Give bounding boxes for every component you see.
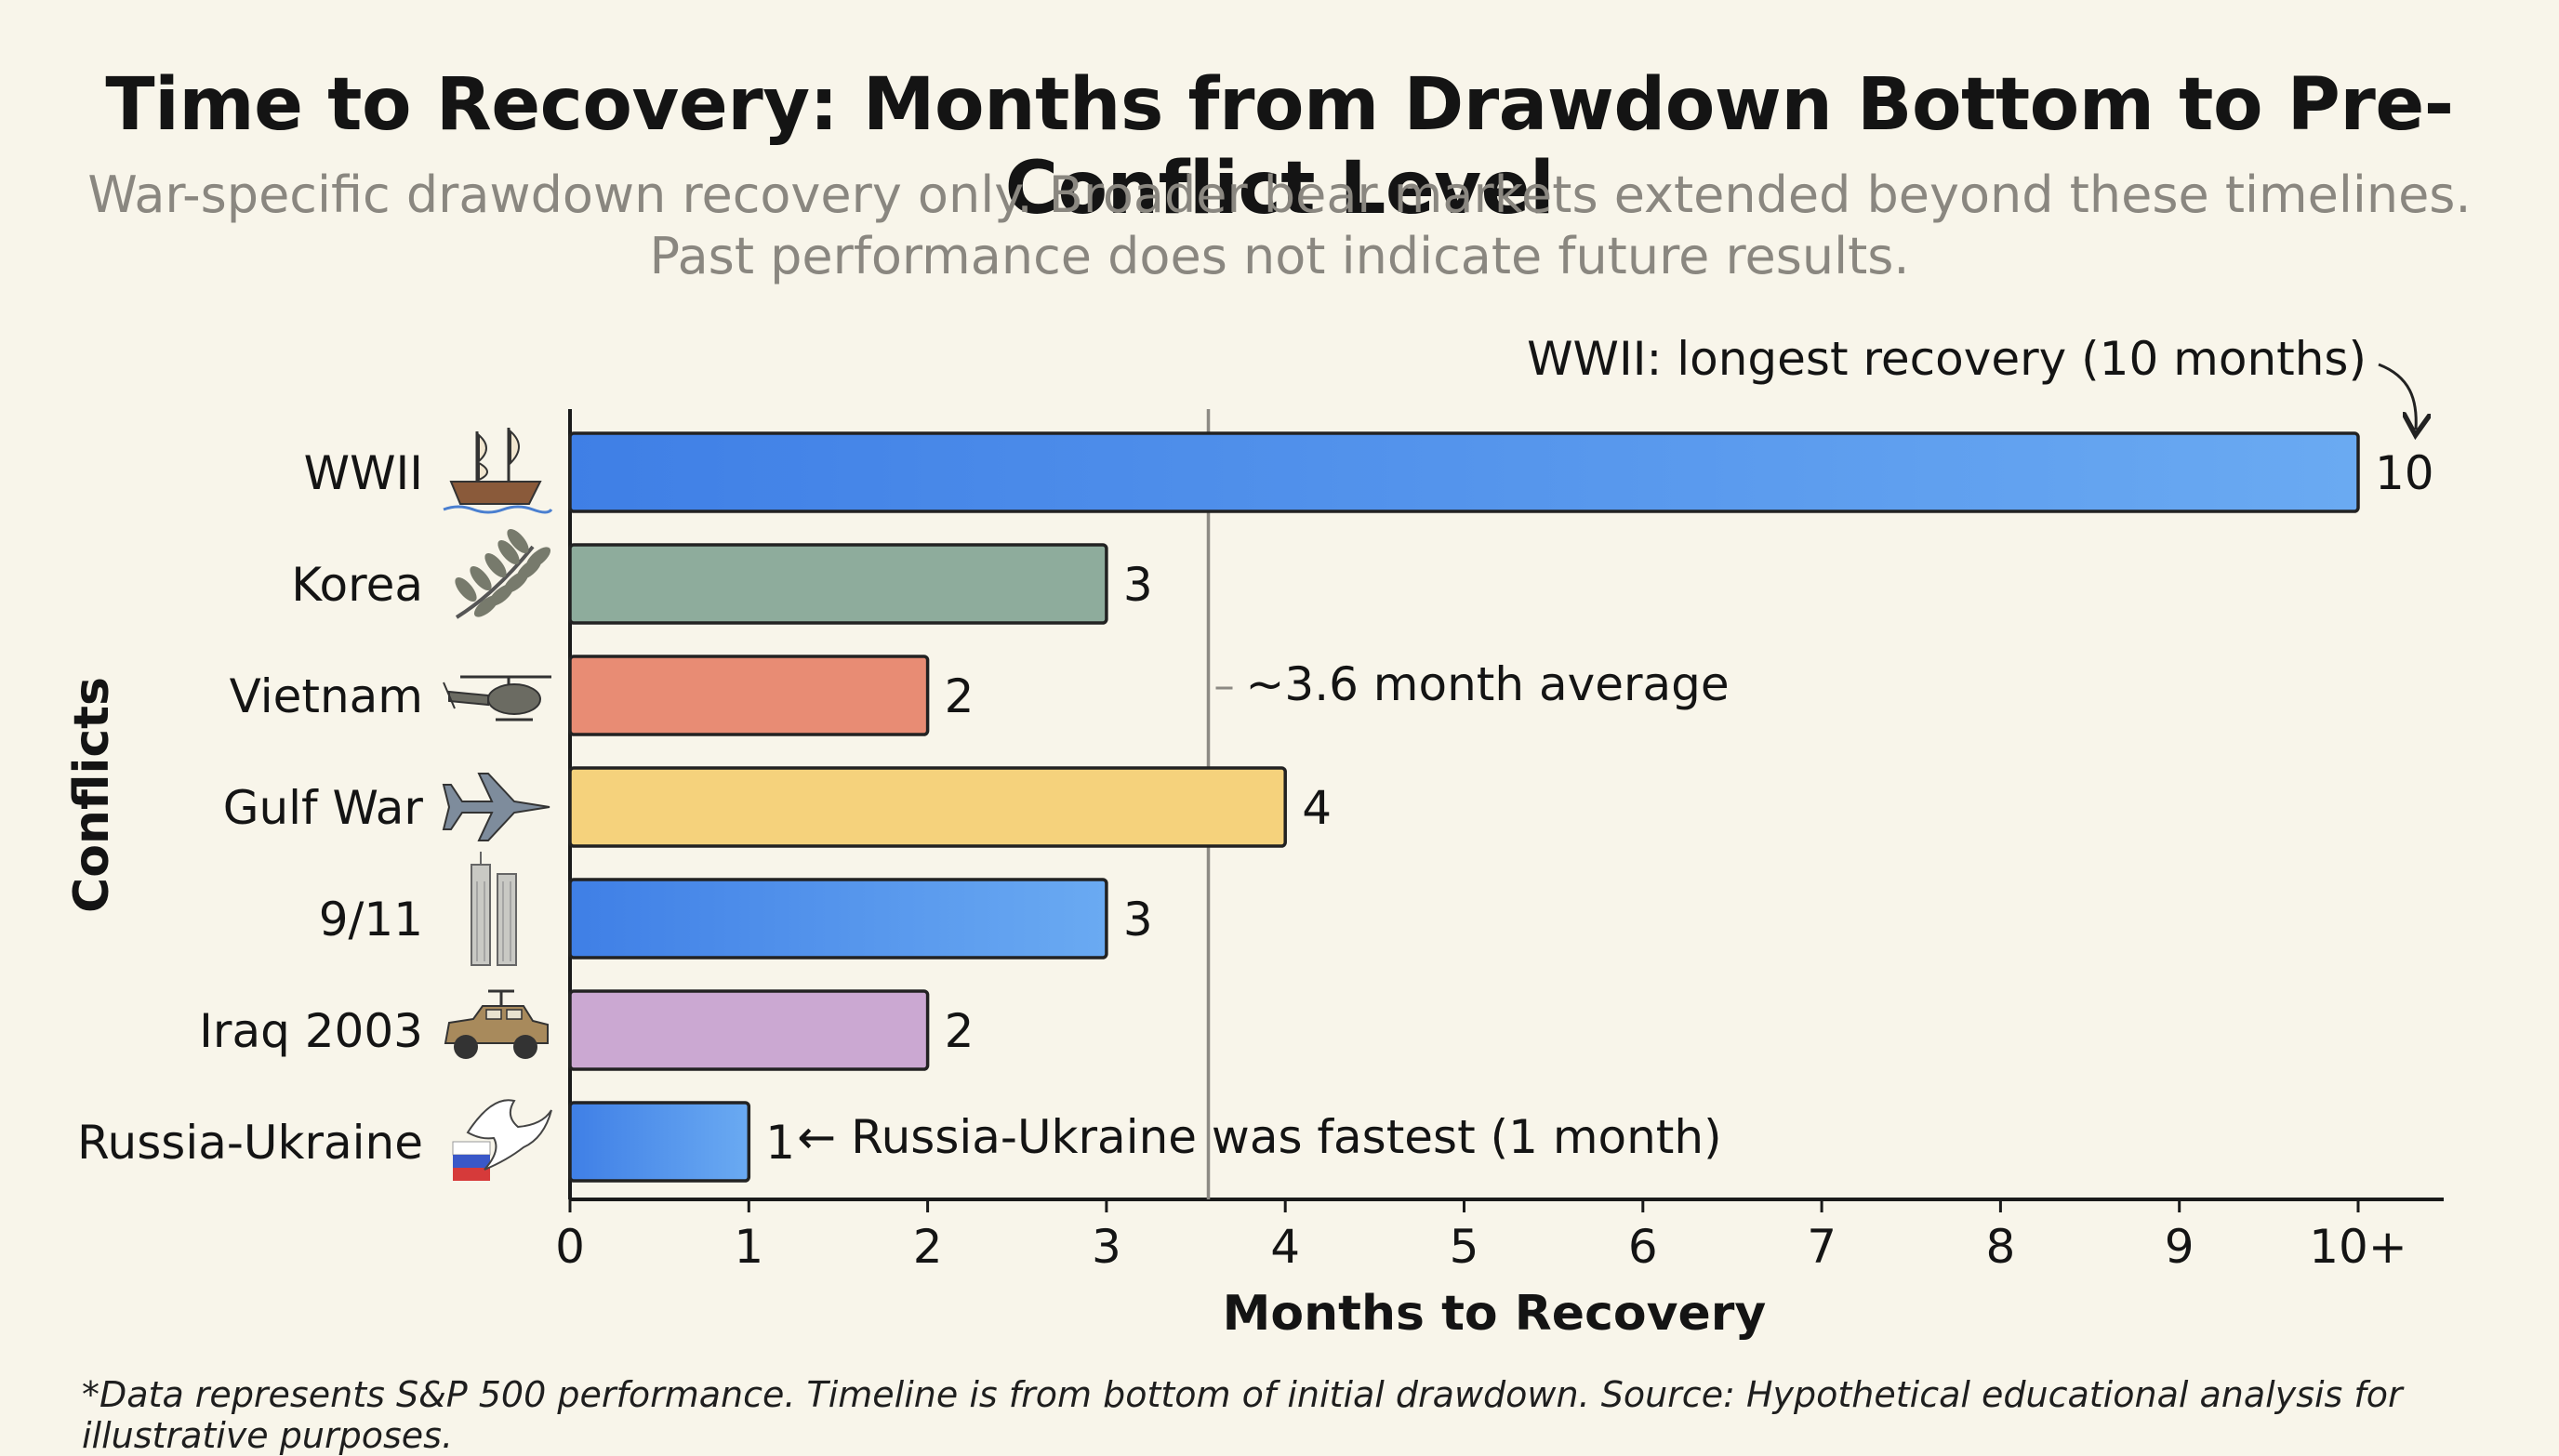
humvee-icon: [444, 989, 549, 1059]
annotation-longest: WWII: longest recovery (10 months): [1527, 332, 2367, 386]
fighter-jet-icon: [442, 773, 550, 841]
category-label: Korea: [291, 558, 423, 612]
category-label: Iraq 2003: [199, 1004, 423, 1058]
bar-value-label: 4: [1302, 781, 1332, 835]
x-tick-label: 7: [1807, 1220, 1836, 1274]
annotation-arrow: [2378, 363, 2416, 430]
x-tick-label: 2: [913, 1220, 943, 1274]
x-tick-label: 8: [1985, 1220, 2015, 1274]
x-tick-label: 6: [1628, 1220, 1658, 1274]
bar-value-label: 3: [1123, 558, 1153, 612]
x-tick-label: 4: [1270, 1220, 1300, 1274]
category-label: Russia-Ukraine: [77, 1116, 423, 1170]
helicopter-icon: [443, 675, 551, 721]
footnote: *Data represents S&P 500 performance. Ti…: [82, 1374, 2403, 1456]
bar: [568, 766, 1287, 848]
x-tick-label: 1: [734, 1220, 763, 1274]
bar-value-label: 2: [945, 1004, 975, 1058]
x-tick-label: 9: [2165, 1220, 2194, 1274]
x-axis-title: Months to Recovery: [1223, 1286, 1767, 1342]
bar-value-label: 10: [2375, 446, 2434, 500]
chart-subtitle-line-2: Past performance does not indicate futur…: [649, 227, 1910, 285]
bar-value-label: 1: [765, 1116, 795, 1170]
chart-title: Time to Recovery: Months from Drawdown B…: [105, 63, 2454, 231]
bar: [568, 989, 930, 1071]
category-label: Vietnam: [230, 669, 423, 723]
bar: [568, 1101, 751, 1183]
dove-flag-icon: [452, 1099, 552, 1181]
x-tick-label: 0: [555, 1220, 585, 1274]
bar-value-label: 2: [945, 669, 975, 723]
x-tick-label: 3: [1092, 1220, 1121, 1274]
bar: [568, 543, 1108, 625]
category-label: WWII: [304, 446, 423, 500]
bar: [568, 431, 2360, 513]
x-tick-label: 5: [1450, 1220, 1479, 1274]
olive-branch-icon: [455, 528, 551, 619]
chart-subtitle-line-1: War-specific drawdown recovery only. Bro…: [87, 165, 2472, 224]
annotation-fastest: ← Russia-Ukraine was fastest (1 month): [797, 1110, 1721, 1164]
sailing-ship-icon: [443, 428, 553, 514]
category-label: 9/11: [319, 893, 423, 946]
bar-value-label: 3: [1123, 893, 1153, 946]
category-label: Gulf War: [223, 781, 424, 835]
x-tick-label: 10+: [2309, 1220, 2407, 1274]
bar: [568, 878, 1108, 960]
twin-towers-icon: [471, 852, 517, 966]
average-label: ~3.6 month average: [1246, 657, 1730, 711]
bar: [568, 655, 930, 736]
y-axis-title: Conflicts: [64, 677, 120, 913]
